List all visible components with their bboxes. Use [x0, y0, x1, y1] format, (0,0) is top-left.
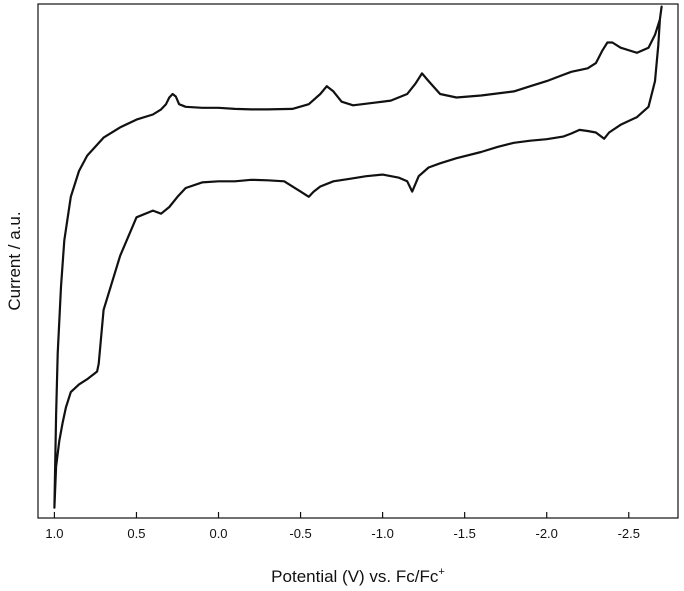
x-tick-label: -1.0: [371, 526, 393, 541]
x-axis-tick-labels: 1.0 0.5 0.0 -0.5 -1.0 -1.5 -2.0 -2.5: [45, 526, 640, 541]
x-tick-label: 0.5: [127, 526, 145, 541]
y-axis-title: Current / a.u.: [5, 211, 24, 310]
x-tick-label: -2.5: [618, 526, 640, 541]
x-axis-title: Potential (V) vs. Fc/Fc+: [271, 566, 445, 586]
x-tick-label: -1.5: [453, 526, 475, 541]
x-tick-label: -0.5: [289, 526, 311, 541]
x-tick-label: -2.0: [536, 526, 558, 541]
x-tick-label: 1.0: [45, 526, 63, 541]
plot-frame: [37, 3, 679, 519]
x-tick-label: 0.0: [209, 526, 227, 541]
x-axis-ticks: [53, 512, 630, 518]
x-axis-title-superscript: +: [438, 566, 444, 578]
x-axis-title-main: Potential (V) vs. Fc/Fc: [271, 567, 439, 586]
cv-curve-line: [53, 5, 663, 509]
